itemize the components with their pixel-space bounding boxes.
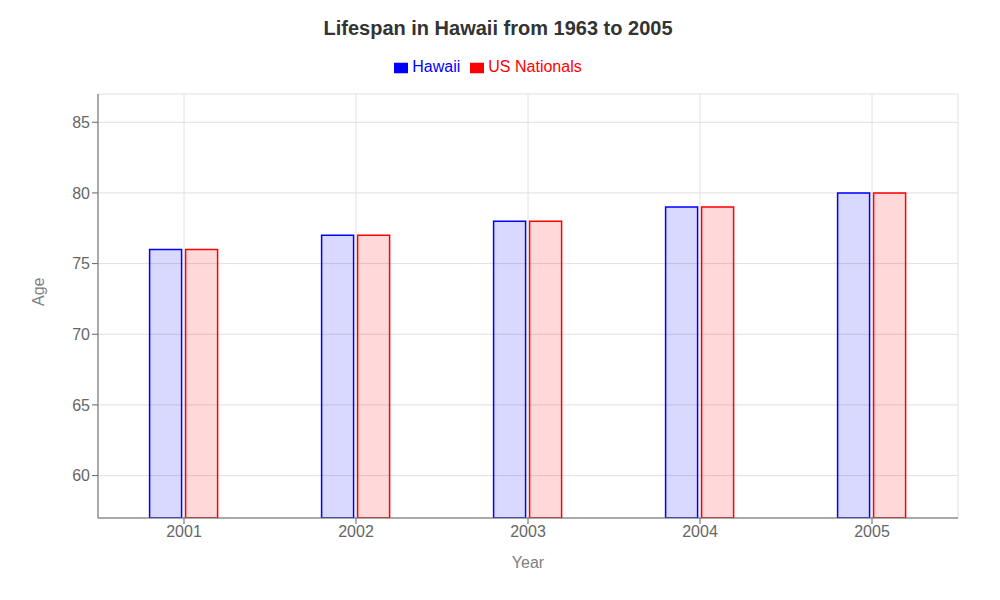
svg-text:75: 75 xyxy=(72,255,90,272)
svg-text:70: 70 xyxy=(72,326,90,343)
svg-text:60: 60 xyxy=(72,467,90,484)
svg-text:2004: 2004 xyxy=(682,523,718,540)
svg-text:2003: 2003 xyxy=(510,523,546,540)
html-text:Lifespan in Hawaii from 1963 t: Lifespan in Hawaii from 1963 to 2005 xyxy=(323,17,673,39)
svg-text:2005: 2005 xyxy=(854,523,890,540)
svg-text:80: 80 xyxy=(72,185,90,202)
svg-text:85: 85 xyxy=(72,114,90,131)
html-text:US Nationals: US Nationals xyxy=(488,58,582,75)
svg-text:Age: Age xyxy=(30,277,47,306)
svg-text:2001: 2001 xyxy=(166,523,202,540)
svg-text:65: 65 xyxy=(72,397,90,414)
svg-text:2002: 2002 xyxy=(338,523,374,540)
html-text:Hawaii: Hawaii xyxy=(412,58,461,75)
svg-text:Year: Year xyxy=(512,554,545,571)
